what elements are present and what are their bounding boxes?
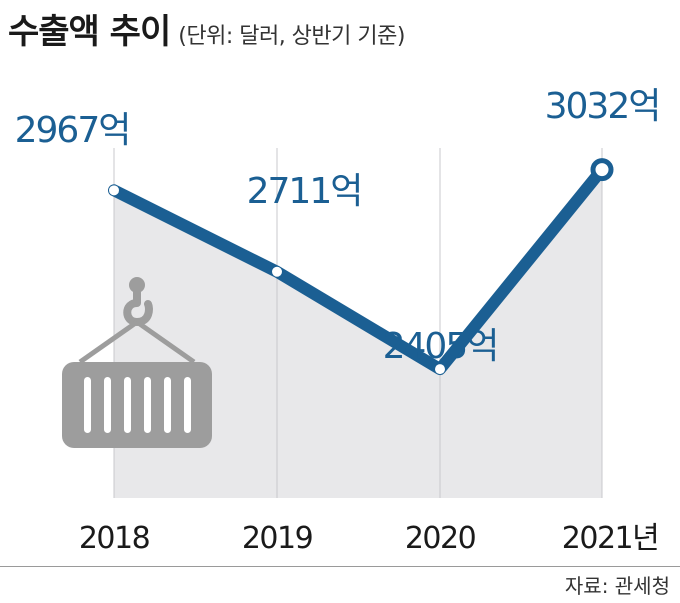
- data-label: 2405억: [383, 326, 498, 367]
- shipping-container-icon: [62, 277, 212, 448]
- data-label: 2711억: [247, 171, 362, 212]
- data-label: 3032억: [545, 86, 660, 127]
- data-point: [590, 158, 614, 182]
- x-tick-label: 2019: [242, 521, 312, 556]
- data-label: 2967억: [15, 110, 130, 151]
- x-tick-label: 2018: [79, 521, 150, 556]
- source-note: 자료: 관세청: [564, 574, 670, 598]
- data-point: [435, 364, 445, 375]
- x-tick-label: 2021년: [562, 521, 658, 556]
- chart-title: 수출액 추이: [8, 12, 171, 52]
- data-point: [109, 185, 119, 196]
- x-tick-label: 2020: [405, 521, 476, 556]
- area-fill: [114, 169, 602, 499]
- series-line: [108, 163, 608, 376]
- source-divider: [0, 566, 680, 567]
- title-row: 수출액 추이 (단위: 달러, 상반기 기준): [8, 4, 405, 53]
- data-point: [272, 266, 282, 277]
- chart-subtitle: (단위: 달러, 상반기 기준): [178, 24, 405, 49]
